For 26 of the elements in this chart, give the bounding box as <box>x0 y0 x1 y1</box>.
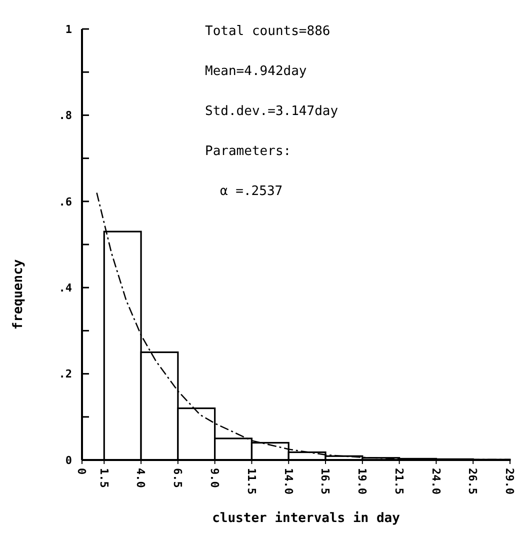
annotation: Parameters: <box>205 144 292 159</box>
x-tick-label: 9.0 <box>208 468 221 488</box>
x-axis-title: cluster intervals in day <box>212 511 400 526</box>
x-tick-label: 11.5 <box>244 468 258 494</box>
x-tick-label: 14.0 <box>282 468 295 494</box>
x-tick-label: 21.5 <box>392 468 406 494</box>
x-tick-label: 19.0 <box>356 468 369 494</box>
annotation: Mean=4.942day <box>205 64 307 79</box>
x-tick-label: 4.0 <box>134 468 148 488</box>
y-tick-label: 1 <box>65 22 72 36</box>
x-tick-label: 29.0 <box>503 468 515 494</box>
x-tick-label: 24.0 <box>429 468 442 494</box>
x-tick-label: 0 <box>75 468 88 475</box>
y-tick-label: .2 <box>58 368 72 381</box>
x-tick-label: 1.5 <box>97 468 110 488</box>
x-tick-label: 16.5 <box>318 468 332 494</box>
annotation: Total counts=886 <box>205 24 330 39</box>
y-tick-label: .4 <box>58 281 72 294</box>
y-axis-title: frequency <box>11 259 26 330</box>
annotation: α =.2537 <box>220 184 283 199</box>
y-tick-label: .6 <box>58 195 72 208</box>
y-tick-label: 0 <box>65 454 72 467</box>
annotation: Std.dev.=3.147day <box>205 104 338 119</box>
x-tick-label: 26.5 <box>466 468 480 494</box>
x-tick-label: 6.5 <box>171 468 184 488</box>
y-tick-label: .8 <box>58 109 72 122</box>
